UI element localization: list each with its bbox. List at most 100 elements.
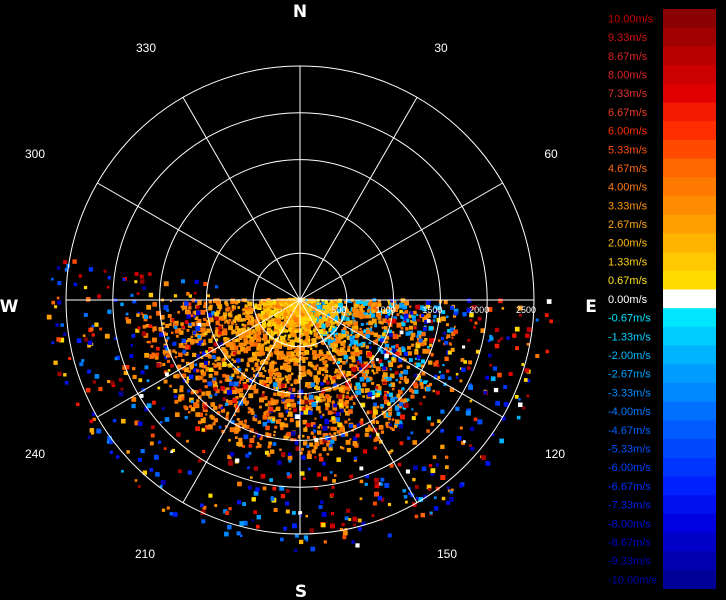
velocity-point [399,364,403,368]
velocity-point [474,321,478,325]
velocity-point [326,442,331,447]
velocity-point [303,535,309,540]
velocity-point [359,497,363,501]
velocity-point [373,409,378,415]
velocity-point [136,313,140,317]
colorbar-swatch [663,158,716,178]
velocity-point [268,369,273,374]
velocity-point [246,363,250,368]
velocity-point [150,345,154,348]
velocity-point [249,341,255,347]
velocity-point [204,353,209,357]
velocity-point [398,380,402,384]
velocity-point [182,349,187,354]
velocity-point [59,337,65,343]
velocity-point [246,362,250,365]
velocity-point [287,411,293,417]
velocity-point [275,420,279,423]
velocity-point [366,377,369,381]
velocity-point [190,391,194,395]
velocity-point [407,436,411,440]
velocity-point [87,343,91,348]
velocity-point [299,514,303,517]
velocity-point [330,357,335,361]
velocity-point [348,299,353,304]
velocity-point [190,335,194,339]
velocity-point [94,374,100,379]
velocity-point [198,388,202,393]
velocity-point [426,313,431,318]
velocity-point [293,308,297,312]
velocity-point [255,327,258,330]
velocity-point [82,334,86,337]
velocity-point [328,374,332,378]
velocity-point [186,376,191,381]
velocity-point [148,340,152,344]
velocity-point [269,364,274,370]
velocity-point [291,323,294,326]
velocity-point [134,272,139,276]
velocity-point [92,412,96,416]
velocity-point [216,356,221,361]
velocity-point [310,315,315,320]
velocity-point [140,370,145,375]
velocity-point [416,373,421,378]
velocity-point [295,325,298,328]
velocity-point [290,342,295,348]
velocity-point [336,457,341,462]
velocity-point [265,425,270,431]
velocity-point [211,348,217,354]
velocity-point [164,356,168,360]
velocity-point [410,336,414,341]
velocity-point [330,493,335,497]
velocity-point [212,362,215,365]
velocity-point [445,465,449,470]
velocity-point [355,382,361,388]
velocity-point [287,338,290,341]
velocity-point [301,326,305,330]
velocity-point [467,366,471,370]
velocity-point [114,337,118,341]
velocity-point [345,405,349,409]
velocity-point [311,302,315,307]
velocity-point [181,338,186,343]
velocity-point [125,317,129,321]
velocity-point [426,380,429,383]
velocity-point [395,344,399,348]
velocity-point [365,345,369,349]
velocity-point [226,377,232,382]
velocity-point [365,314,370,319]
velocity-point [295,358,300,363]
velocity-point [313,379,318,383]
velocity-point [253,510,258,515]
velocity-point [225,416,229,420]
velocity-point [227,400,233,405]
velocity-point [414,362,417,365]
velocity-point [243,348,249,354]
velocity-point [187,389,191,393]
velocity-point [313,312,319,318]
velocity-point [152,326,157,331]
velocity-point [265,346,270,352]
velocity-point [253,305,258,310]
velocity-point [321,300,326,305]
velocity-point [246,311,250,315]
velocity-point [299,539,304,545]
velocity-point [430,471,435,476]
velocity-point [233,385,236,388]
velocity-point [453,308,459,314]
velocity-point [434,374,438,378]
velocity-point [176,432,181,437]
velocity-point [342,342,346,345]
velocity-point [491,433,495,436]
velocity-point [250,476,253,479]
velocity-point [200,356,204,359]
velocity-point [240,534,243,537]
velocity-point [352,402,356,405]
velocity-point [262,375,265,378]
velocity-point [203,372,207,376]
velocity-point [72,259,77,264]
velocity-point [236,299,241,304]
velocity-point [276,319,281,324]
velocity-point [264,411,268,414]
